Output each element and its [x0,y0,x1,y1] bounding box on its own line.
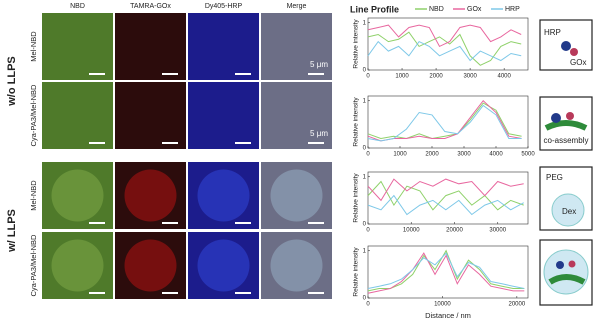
scale-label: 5 μm [310,60,328,69]
schematic-label: co-assembly [544,136,589,145]
droplet [197,169,250,222]
column-header: TAMRA-GOx [130,3,171,10]
x-tick-label: 2000 [425,152,439,158]
droplet [124,239,177,292]
gox-icon [568,260,576,268]
x-axis-label: Distance / nm [425,311,471,320]
assembly-icon [548,274,586,285]
profile-line [367,99,522,142]
profile-line [367,249,525,292]
y-tick-label: 0 [363,222,367,228]
droplet-icon [551,193,585,227]
y-tick-label: 0 [363,146,367,152]
droplet [270,169,323,222]
x-tick-label: 0 [366,228,370,234]
hrp-icon [551,113,561,123]
x-tick-label: 2000 [429,74,443,80]
hrp-icon [556,261,564,269]
scale-label: 5 μm [310,129,328,138]
droplet [124,169,177,222]
group-label: w/ LLPS [6,209,18,253]
y-tick-label: 0 [363,68,367,74]
droplet [51,239,104,292]
assembly-icon [544,120,588,131]
line-profile-title: Line Profile [350,4,399,14]
row-label: Mel-NBD [29,31,38,62]
micrograph [42,82,113,149]
row-label: Cya-PA3/Mel-NBD [29,234,38,297]
micrograph [188,13,259,80]
profile-line [367,194,524,216]
y-tick-label: 1 [363,20,367,26]
legend-label: GOx [467,6,482,13]
droplet [270,239,323,292]
x-tick-label: 4000 [497,74,511,80]
droplet [197,239,250,292]
column-header: Merge [287,3,307,10]
profile-line [367,104,522,142]
y-axis-label: Relative intensity [353,97,360,147]
schematic-label: Dex [562,207,576,216]
plot-frame [367,245,529,299]
profile-line [367,40,522,62]
x-tick-label: 1000 [395,74,409,80]
micrograph [115,82,186,149]
y-tick-label: 1 [363,248,367,254]
legend-label: HRP [505,6,520,13]
schematics: HRP GOx co-assembly PEG Dex [539,19,593,306]
x-tick-label: 0 [366,74,370,80]
x-tick-label: 3000 [457,152,471,158]
x-tick-label: 0 [366,302,370,308]
micrograph [188,82,259,149]
micrograph [115,13,186,80]
y-tick-label: 1 [363,98,367,104]
x-tick-label: 0 [366,152,370,158]
x-tick-label: 10000 [403,228,420,234]
gox-icon [570,48,578,56]
micrograph [261,13,332,80]
x-tick-label: 30000 [489,228,506,234]
y-tick-label: 1 [363,174,367,180]
y-axis-label: Relative intensity [353,19,360,69]
x-tick-label: 20000 [508,302,525,308]
plot-frame [367,95,529,149]
profile-line [367,24,522,48]
schematic-label: HRP [544,28,561,37]
droplet-icon [543,249,589,295]
gox-icon [566,112,574,120]
schematic-label: PEG [546,173,563,182]
profile-line [367,102,522,140]
profile-line [367,252,525,289]
y-tick-label: 0 [363,296,367,302]
droplet [51,169,104,222]
x-tick-label: 10000 [434,302,451,308]
column-header: Dy405-HRP [205,3,243,10]
profile-line [367,180,524,211]
profile-line [367,178,524,202]
x-tick-label: 5000 [521,152,535,158]
schematic-label: GOx [570,58,586,67]
row-label: Cya-PA3/Mel-NBD [29,84,38,147]
profile-line [367,31,522,66]
group-label: w/o LLPS [6,56,18,107]
plot-frame [367,171,529,225]
hrp-icon [561,41,571,51]
column-header: NBD [70,3,85,10]
profile-line [367,252,525,294]
x-tick-label: 20000 [446,228,463,234]
y-axis-label: Relative intensity [353,173,360,223]
row-label: Mel-NBD [29,180,38,211]
x-tick-label: 3000 [463,74,477,80]
x-tick-label: 1000 [393,152,407,158]
plot-frame [367,17,529,71]
x-tick-label: 4000 [489,152,503,158]
micrograph [261,82,332,149]
y-axis-label: Relative intensity [353,247,360,297]
micrograph [42,13,113,80]
legend-label: NBD [429,6,444,13]
